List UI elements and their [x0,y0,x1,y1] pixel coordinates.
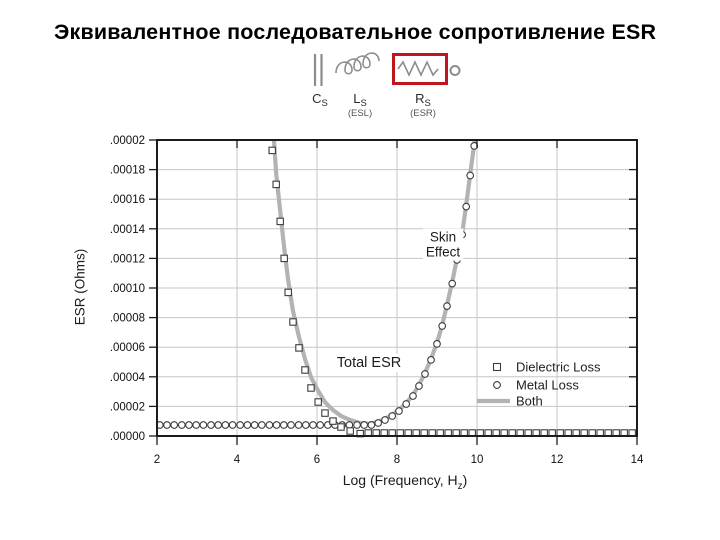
axis-ticks [149,139,638,445]
inductor-caption: (ESL) [348,108,372,119]
legend-item-metal-loss: Metal Loss [493,378,579,393]
x-tick-label: 4 [234,454,241,466]
annotation-total-esr: Total ESR [333,354,405,373]
capacitor-label: CS [312,91,328,109]
y-tick-labels: .00000 .00002 .00004 .00006 .00008 .00010 .000… [110,135,146,443]
y-tick-label: .00006 [110,342,145,354]
inductor-icon [335,52,380,75]
terminal-icon [449,65,461,76]
legend-circle-marker-icon [493,381,501,389]
y-tick-label: .00002 [110,401,145,413]
grid-lines [157,140,637,436]
legend-label: Dielectric Loss [516,360,601,375]
legend-label: Both [516,394,543,409]
circuit-diagram: CS LS (ESL) RS (ESR) [312,52,461,119]
esr-highlight-box [392,53,448,85]
inductor-label: LS [353,91,367,109]
y-tick-label: .00000 [110,431,145,443]
resistor-caption: (ESR) [410,108,436,119]
legend-square-marker-icon [492,362,502,372]
resistor-label: RS [415,91,431,109]
x-tick-labels: 2 4 6 8 10 12 14 [154,454,644,466]
annotation-skin-effect: Skin Effect [422,228,464,261]
legend-item-both: Both [477,394,543,409]
series-both-line [271,140,478,426]
slide-title: Эквивалентное последовательное сопротивл… [54,20,657,44]
y-tick-label: .00008 [110,313,145,325]
y-axis-title: ESR (Ohms) [72,248,88,326]
y-tick-label: .00016 [110,194,145,206]
x-tick-label: 10 [471,454,484,466]
x-tick-label: 8 [394,454,400,466]
legend-item-dielectric-loss: Dielectric Loss [492,360,601,375]
x-axis-title: Log (Frequency, Hz) [342,472,468,492]
capacitor-icon [313,54,323,86]
resistor-icon [397,60,439,77]
y-tick-label: .00014 [110,224,146,236]
legend-label: Metal Loss [516,378,579,393]
x-tick-label: 6 [314,454,320,466]
series-dielectric-loss-markers [268,146,636,438]
x-tick-label: 12 [551,454,564,466]
y-tick-label: .00004 [110,372,146,384]
y-tick-label: .00002 [110,135,145,147]
x-tick-label: 14 [631,454,644,466]
y-tick-label: .00010 [110,283,145,295]
y-tick-label: .00018 [110,165,145,177]
y-tick-label: .00012 [110,253,145,265]
x-tick-label: 2 [154,454,160,466]
svg-text:Total ESR: Total ESR [337,355,401,371]
